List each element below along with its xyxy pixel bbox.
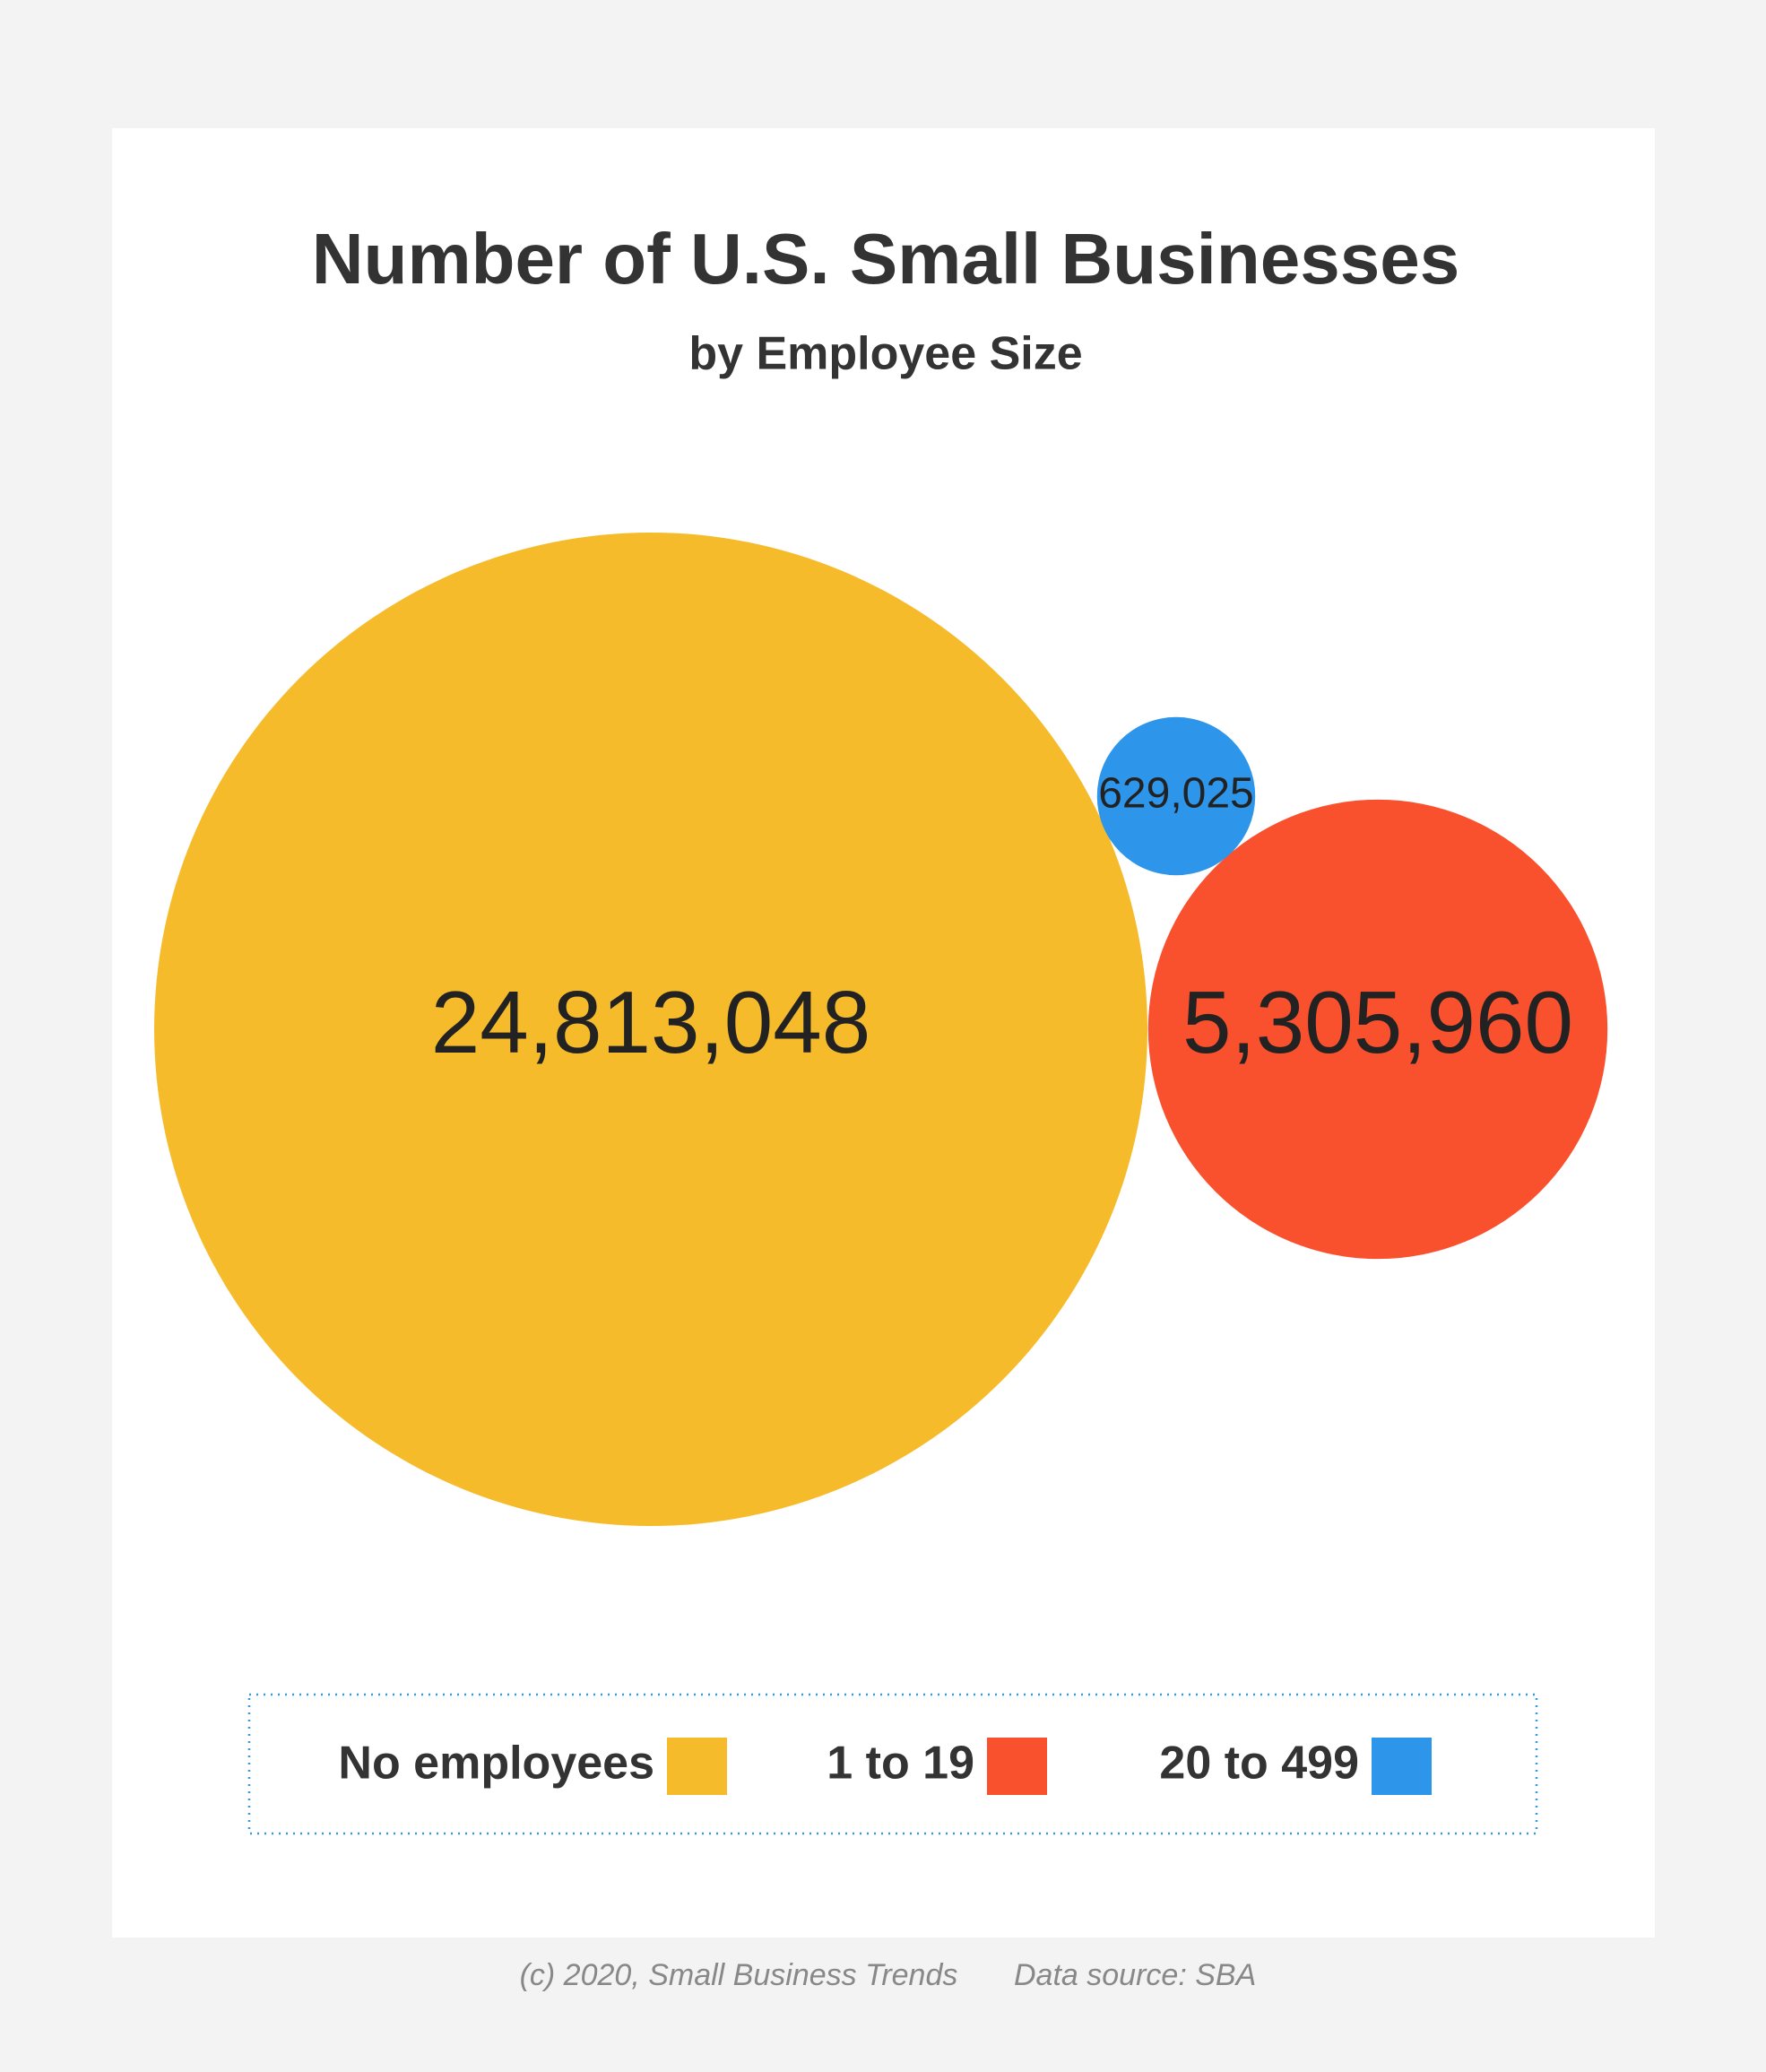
legend-label: 1 to 19 [827, 1738, 974, 1790]
legend-swatch [667, 1738, 727, 1795]
chart-title: Number of U.S. Small Businesses [312, 219, 1459, 299]
legend-label: No employees [338, 1738, 654, 1790]
bubble [1096, 716, 1256, 876]
value-label: 5,305,960 [1182, 973, 1573, 1071]
legend-label: 20 to 499 [1159, 1738, 1359, 1790]
value-label: 24,813,048 [431, 973, 870, 1071]
value-label: 629,025 [1098, 770, 1254, 818]
chart-subtitle: by Employee Size [688, 328, 1082, 380]
bubble [1147, 799, 1608, 1260]
source-note: Data source: SBA [1014, 1958, 1256, 1992]
credit-note: (c) 2020, Small Business Trends [520, 1958, 958, 1992]
bubble [154, 533, 1147, 1526]
legend-box [247, 1693, 1538, 1835]
legend-swatch [987, 1738, 1047, 1795]
legend-swatch [1372, 1738, 1432, 1795]
